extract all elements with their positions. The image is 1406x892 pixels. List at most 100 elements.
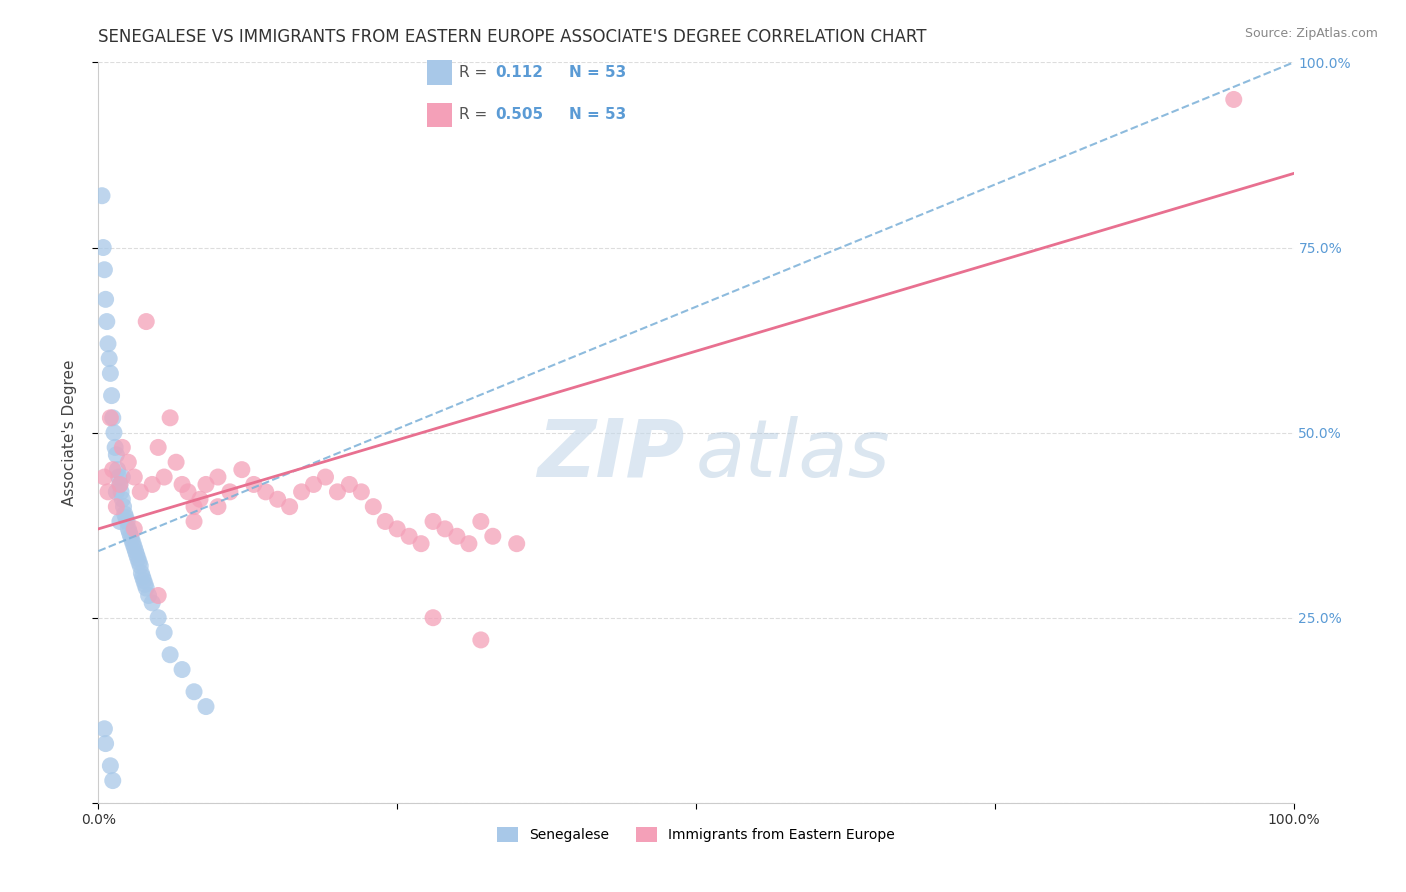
- Text: Source: ZipAtlas.com: Source: ZipAtlas.com: [1244, 27, 1378, 40]
- Point: [278, 500, 301, 514]
- Point: [118, 525, 141, 540]
- Point: [101, 462, 124, 476]
- Point: [100, 388, 122, 402]
- Point: [172, 663, 194, 677]
- Point: [117, 455, 139, 469]
- Point: [148, 441, 170, 455]
- Point: [135, 314, 157, 328]
- Point: [350, 484, 373, 499]
- Point: [93, 262, 115, 277]
- Point: [470, 632, 492, 647]
- Point: [93, 722, 115, 736]
- Point: [114, 507, 136, 521]
- Point: [172, 477, 194, 491]
- Point: [207, 500, 229, 514]
- Point: [385, 522, 409, 536]
- Point: [108, 477, 131, 491]
- Point: [93, 470, 115, 484]
- Point: [159, 410, 181, 425]
- Point: [124, 522, 146, 536]
- Point: [148, 610, 170, 624]
- Point: [115, 510, 138, 524]
- Point: [111, 470, 134, 484]
- Point: [254, 484, 277, 499]
- Point: [115, 515, 138, 529]
- Point: [131, 566, 153, 581]
- Point: [422, 610, 444, 624]
- Point: [94, 293, 117, 307]
- Point: [267, 492, 290, 507]
- Point: [153, 625, 176, 640]
- Point: [134, 577, 156, 591]
- Point: [105, 484, 128, 499]
- Point: [434, 522, 457, 536]
- Point: [177, 484, 200, 499]
- Point: [101, 773, 124, 788]
- Point: [153, 470, 176, 484]
- Point: [446, 529, 468, 543]
- Text: N = 53: N = 53: [569, 107, 627, 122]
- Point: [104, 441, 127, 455]
- Point: [165, 455, 187, 469]
- Point: [398, 529, 420, 543]
- Point: [291, 484, 314, 499]
- Point: [108, 515, 131, 529]
- Point: [302, 477, 325, 491]
- Text: SENEGALESE VS IMMIGRANTS FROM EASTERN EUROPE ASSOCIATE'S DEGREE CORRELATION CHAR: SENEGALESE VS IMMIGRANTS FROM EASTERN EU…: [98, 28, 927, 45]
- Point: [506, 536, 529, 550]
- Point: [470, 515, 492, 529]
- Point: [183, 515, 205, 529]
- Point: [101, 410, 124, 425]
- Point: [117, 522, 139, 536]
- Point: [98, 367, 122, 381]
- Text: ZIP: ZIP: [537, 416, 685, 494]
- Point: [124, 470, 146, 484]
- Point: [94, 737, 117, 751]
- Text: 0.505: 0.505: [496, 107, 544, 122]
- Point: [131, 570, 153, 584]
- Y-axis label: Associate's Degree: Associate's Degree: [62, 359, 77, 506]
- Point: [105, 500, 128, 514]
- Point: [129, 558, 152, 573]
- Point: [108, 477, 131, 491]
- Point: [135, 581, 157, 595]
- Point: [98, 758, 122, 772]
- Point: [422, 515, 444, 529]
- Point: [107, 470, 129, 484]
- Point: [98, 410, 122, 425]
- Legend: Senegalese, Immigrants from Eastern Europe: Senegalese, Immigrants from Eastern Euro…: [491, 822, 901, 847]
- Text: atlas: atlas: [696, 416, 891, 494]
- Point: [98, 351, 121, 366]
- Point: [124, 544, 146, 558]
- Point: [120, 529, 142, 543]
- Point: [138, 589, 160, 603]
- Point: [183, 500, 205, 514]
- Point: [148, 589, 170, 603]
- Text: N = 53: N = 53: [569, 65, 627, 79]
- Text: R =: R =: [458, 107, 492, 122]
- Point: [111, 492, 134, 507]
- Point: [128, 555, 150, 569]
- Point: [1223, 92, 1246, 106]
- Point: [374, 515, 396, 529]
- Point: [231, 462, 253, 476]
- Text: R =: R =: [458, 65, 492, 79]
- FancyBboxPatch shape: [427, 61, 451, 85]
- Point: [111, 441, 134, 455]
- Point: [219, 484, 242, 499]
- Point: [411, 536, 433, 550]
- Point: [124, 541, 146, 555]
- Point: [482, 529, 505, 543]
- Point: [129, 484, 152, 499]
- Point: [132, 574, 155, 588]
- Point: [112, 500, 135, 514]
- Point: [97, 336, 120, 351]
- Point: [96, 314, 118, 328]
- Point: [207, 470, 229, 484]
- Point: [183, 685, 205, 699]
- Point: [103, 425, 125, 440]
- FancyBboxPatch shape: [427, 103, 451, 128]
- Point: [105, 448, 128, 462]
- Point: [339, 477, 361, 491]
- Point: [195, 699, 218, 714]
